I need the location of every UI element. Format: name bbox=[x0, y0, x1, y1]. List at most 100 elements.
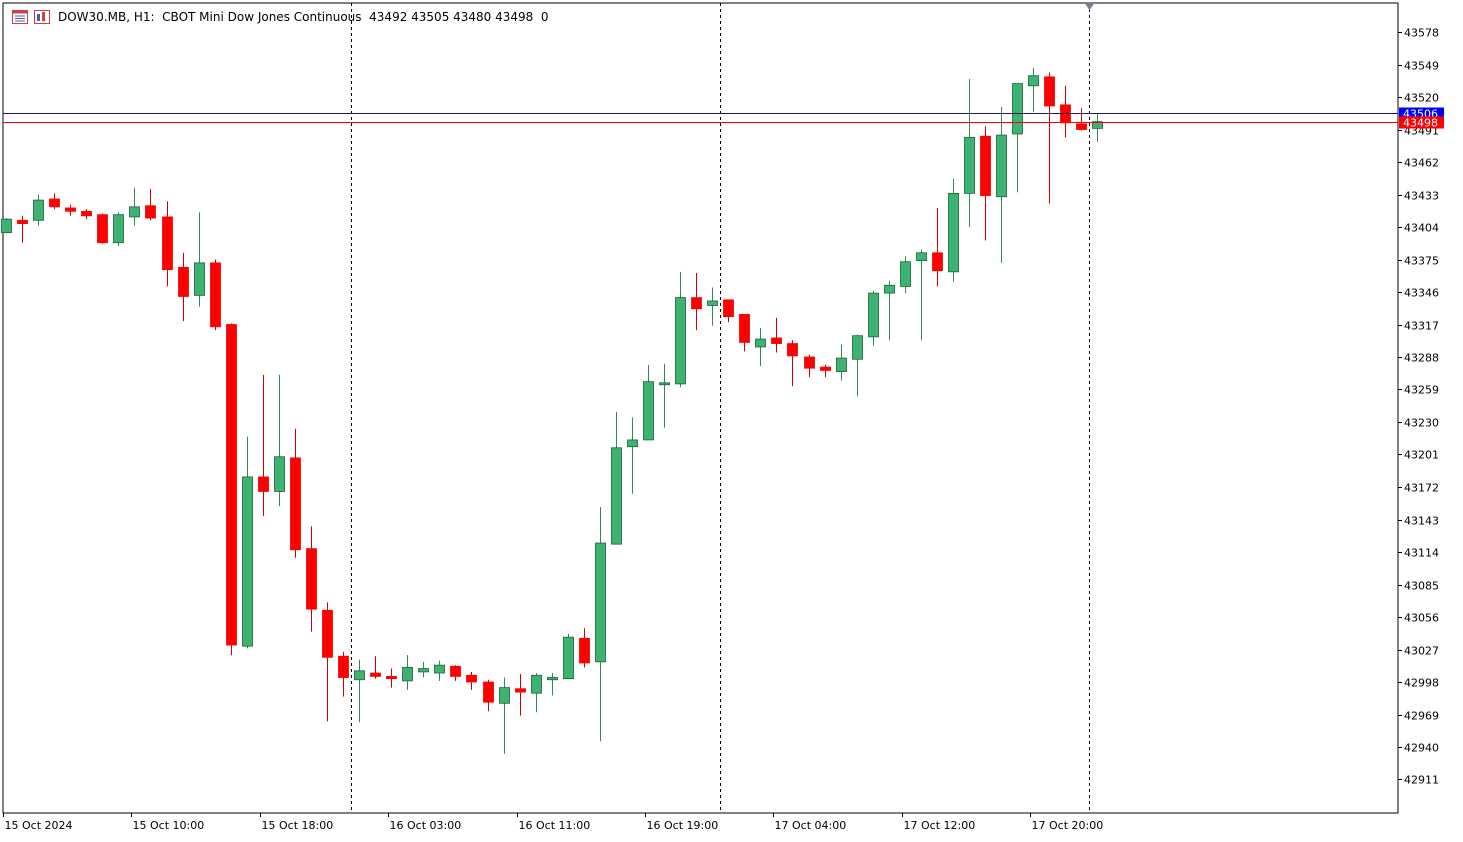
candle-body bbox=[996, 134, 1007, 198]
chart-window-icon[interactable] bbox=[12, 9, 28, 25]
candle-body bbox=[354, 670, 365, 681]
candle bbox=[627, 417, 638, 494]
candle bbox=[691, 272, 702, 331]
time-axis[interactable]: 15 Oct 2024 15 Oct 10:00 15 Oct 18:00 16 Oc… bbox=[3, 813, 1104, 832]
candle bbox=[194, 212, 205, 307]
candle-body bbox=[1028, 75, 1039, 87]
candle-body bbox=[579, 637, 590, 664]
candle-body bbox=[804, 356, 815, 369]
chart-info-bar: DOW30.MB, H1: CBOT Mini Dow Jones Contin… bbox=[0, 0, 912, 34]
candle bbox=[33, 194, 44, 226]
candle bbox=[932, 207, 943, 287]
candle-body bbox=[515, 688, 526, 693]
candle bbox=[402, 655, 413, 690]
candle-body bbox=[675, 297, 686, 385]
candle-body bbox=[466, 674, 477, 683]
candle-body bbox=[659, 382, 670, 386]
candle bbox=[595, 507, 606, 742]
candle-body bbox=[627, 439, 638, 448]
candle-body bbox=[884, 284, 895, 294]
y-tick-label: 43143 bbox=[1404, 515, 1439, 528]
candle bbox=[129, 187, 140, 226]
candle-body bbox=[643, 381, 654, 441]
candle-body bbox=[1044, 76, 1055, 107]
candle-body bbox=[65, 207, 76, 212]
chart-shift-marker-icon[interactable] bbox=[1084, 3, 1095, 10]
candle-body bbox=[370, 672, 381, 677]
candle-body bbox=[338, 655, 349, 678]
candle bbox=[787, 340, 798, 387]
symbol-info-text: DOW30.MB, H1: CBOT Mini Dow Jones Contin… bbox=[58, 10, 549, 24]
candle bbox=[354, 659, 365, 723]
candle bbox=[1012, 83, 1023, 193]
candle-body bbox=[852, 335, 863, 360]
candle bbox=[996, 107, 1007, 263]
y-tick-label: 43578 bbox=[1404, 27, 1439, 40]
candle bbox=[1028, 67, 1039, 112]
candle bbox=[836, 344, 847, 381]
candle-body bbox=[723, 299, 734, 318]
price-axis[interactable]: 4357843549435204349143462434334340443375… bbox=[1398, 27, 1439, 787]
candle bbox=[884, 280, 895, 341]
candle bbox=[466, 671, 477, 690]
candle-body bbox=[547, 677, 558, 681]
candle-body bbox=[948, 192, 959, 273]
candle-body bbox=[242, 476, 253, 647]
candle-body bbox=[964, 136, 975, 194]
candle bbox=[81, 209, 92, 220]
candle bbox=[804, 354, 815, 378]
candle bbox=[418, 661, 429, 678]
candle bbox=[450, 665, 461, 681]
candle bbox=[820, 364, 831, 378]
candle bbox=[659, 363, 670, 428]
x-tick-label: 17 Oct 20:00 bbox=[1032, 819, 1104, 832]
candle bbox=[980, 126, 991, 241]
candle-body bbox=[194, 262, 205, 296]
candle-body bbox=[1076, 123, 1087, 130]
plot-area[interactable] bbox=[2, 2, 1399, 814]
candle-body bbox=[771, 337, 782, 344]
candle-body bbox=[1, 218, 12, 234]
y-tick-label: 43172 bbox=[1404, 482, 1439, 495]
y-tick-label: 43549 bbox=[1404, 60, 1439, 73]
candle-body bbox=[17, 219, 28, 225]
indicators-icon[interactable] bbox=[34, 9, 50, 25]
candle-body bbox=[81, 210, 92, 217]
price-lines bbox=[3, 113, 1398, 123]
candle-body bbox=[1012, 83, 1023, 135]
y-tick-label: 43375 bbox=[1404, 255, 1439, 268]
candle bbox=[338, 651, 349, 697]
x-tick-label: 15 Oct 18:00 bbox=[262, 819, 334, 832]
x-tick-label: 16 Oct 11:00 bbox=[519, 819, 591, 832]
candle-body bbox=[595, 542, 606, 663]
candle-body bbox=[483, 681, 494, 703]
candle-body bbox=[178, 266, 189, 297]
x-tick-label: 15 Oct 10:00 bbox=[133, 819, 205, 832]
candle bbox=[113, 212, 124, 247]
y-tick-label: 43259 bbox=[1404, 384, 1439, 397]
candle bbox=[145, 188, 156, 221]
candle bbox=[258, 374, 269, 517]
y-tick-label: 43230 bbox=[1404, 417, 1439, 430]
y-tick-label: 43346 bbox=[1404, 287, 1439, 300]
candle bbox=[771, 317, 782, 353]
candle bbox=[579, 628, 590, 668]
candle-body bbox=[900, 261, 911, 287]
candle bbox=[1044, 72, 1055, 204]
candle-body bbox=[226, 324, 237, 646]
candle bbox=[547, 673, 558, 696]
candle-body bbox=[386, 675, 397, 680]
candle bbox=[483, 679, 494, 712]
y-tick-label: 43462 bbox=[1404, 157, 1439, 170]
candle-body bbox=[290, 457, 301, 551]
candle bbox=[49, 193, 60, 210]
y-tick-label: 42940 bbox=[1404, 742, 1439, 755]
y-tick-label: 42911 bbox=[1404, 774, 1439, 787]
candle-body bbox=[418, 668, 429, 673]
candle bbox=[964, 79, 975, 227]
candle-body bbox=[611, 447, 622, 545]
y-tick-label: 43085 bbox=[1404, 580, 1439, 593]
candle-body bbox=[739, 314, 750, 343]
